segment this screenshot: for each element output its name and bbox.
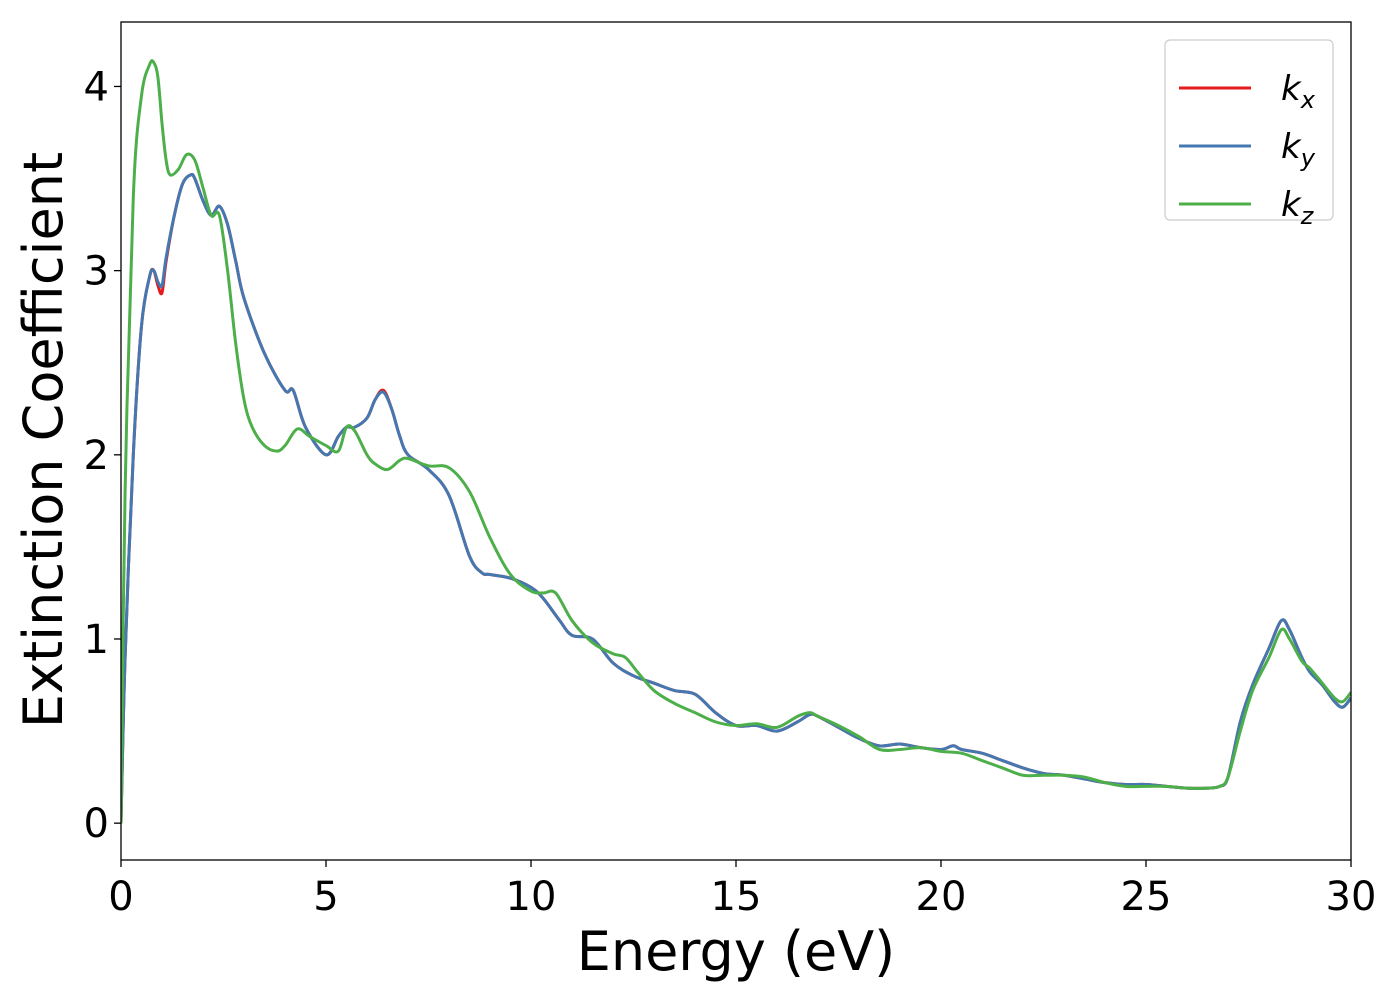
y-tick-label: 3 bbox=[84, 249, 109, 295]
legend-label-x: kx bbox=[1281, 69, 1316, 114]
legend-label-z: kz bbox=[1281, 185, 1315, 230]
x-tick-label: 25 bbox=[1121, 874, 1172, 920]
series-layer bbox=[121, 59, 1351, 824]
legend-label-y: ky bbox=[1281, 127, 1316, 172]
x-tick-label: 15 bbox=[711, 874, 762, 920]
x-tick-label: 20 bbox=[916, 874, 967, 920]
y-tick-label: 1 bbox=[84, 617, 109, 663]
x-tick-label: 10 bbox=[506, 874, 557, 920]
y-tick-label: 2 bbox=[84, 433, 109, 479]
y-tick-label: 4 bbox=[84, 64, 109, 110]
axes-layer: 0 5 10 15 20 25 30 0 1 2 3 4 bbox=[84, 21, 1377, 920]
legend-box bbox=[1164, 39, 1334, 221]
series-line-z bbox=[121, 59, 1351, 824]
x-tick-label: 30 bbox=[1326, 874, 1377, 920]
x-axis-label: Energy (eV) bbox=[577, 920, 896, 983]
y-axis-label: Extinction Coefficient bbox=[12, 152, 75, 728]
x-tick-label: 5 bbox=[313, 874, 338, 920]
x-tick-label: 0 bbox=[108, 874, 133, 920]
legend: kx ky kz bbox=[1164, 39, 1334, 230]
y-tick-label: 0 bbox=[84, 801, 109, 847]
